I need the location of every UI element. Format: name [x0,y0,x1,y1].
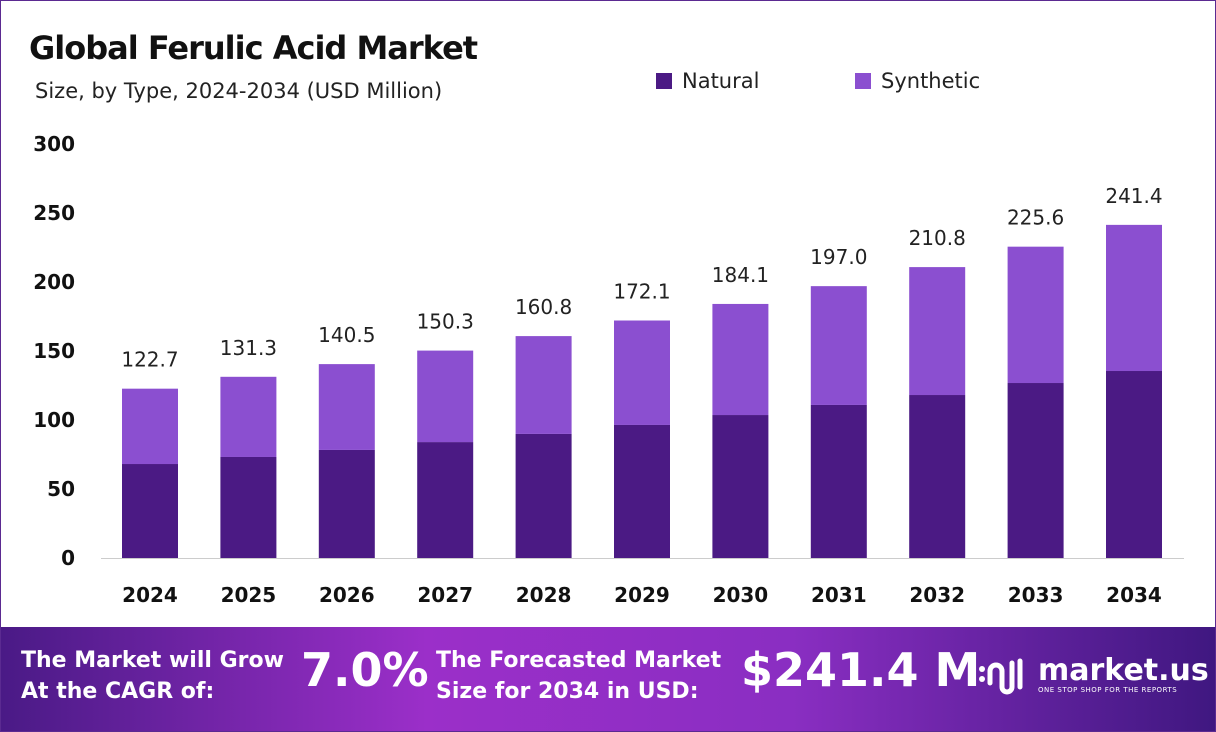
logo-text: market.us [1038,653,1209,688]
bar-synthetic-2031 [810,286,867,405]
y-tick-label: 300 [33,132,75,156]
legend-natural: Natural [656,69,759,93]
cagr-value: 7.0% [301,643,429,697]
data-label-total: 140.5 [318,323,375,347]
bar-synthetic-2034 [1106,224,1162,372]
bar-synthetic-2027 [417,350,474,443]
legend-label-synthetic: Synthetic [881,69,981,93]
data-label-total: 122.7 [121,348,178,372]
bar-synthetic-2029 [614,320,670,425]
y-tick-label: 150 [33,339,75,363]
bar-synthetic-2025 [220,376,277,457]
market-us-logo: market.us ONE STOP SHOP FOR THE REPORTS [976,653,1209,697]
data-label-total: 184.1 [712,263,769,287]
bar-natural-2028 [515,433,572,558]
bar-synthetic-2026 [318,364,375,450]
bar-natural-2029 [614,424,670,558]
forecast-value: $241.4 M [741,643,981,697]
bar-natural-2032 [909,395,966,558]
bar-synthetic-2032 [909,267,966,396]
cagr-label: The Market will Grow At the CAGR of: [21,645,284,707]
data-label-total: 150.3 [417,310,474,334]
bar-natural-2033 [1007,383,1064,558]
logo-icon [979,658,1023,695]
x-tick-label: 2032 [909,583,965,607]
x-tick-label: 2030 [713,583,769,607]
x-tick-label: 2027 [417,583,473,607]
legend-swatch-natural [656,73,672,89]
x-tick-label: 2024 [122,583,178,607]
y-tick-label: 200 [33,270,75,294]
bar-synthetic-2024 [122,388,178,465]
legend-label-natural: Natural [682,69,760,93]
bar-natural-2031 [810,404,867,558]
logo-tagline: ONE STOP SHOP FOR THE REPORTS [1038,686,1178,694]
bar-natural-2034 [1106,371,1162,558]
x-tick-label: 2028 [516,583,572,607]
x-tick-label: 2033 [1008,583,1064,607]
forecast-label: The Forecasted Market Size for 2034 in U… [436,645,721,707]
bar-synthetic-2030 [712,303,769,416]
y-tick-label: 250 [33,201,75,225]
bar-natural-2024 [122,464,178,558]
y-tick-label: 50 [47,477,75,501]
forecast-label-line2: Size for 2034 in USD: [436,679,699,704]
forecast-label-line1: The Forecasted Market [436,648,722,673]
data-label-total: 241.4 [1105,184,1162,208]
footer-banner: The Market will Grow At the CAGR of: 7.0… [1,627,1215,731]
cagr-label-line1: The Market will Grow [21,648,284,673]
bar-synthetic-2033 [1007,246,1064,384]
legend-synthetic: Synthetic [855,69,980,93]
bar-natural-2027 [417,442,474,558]
data-label-total: 160.8 [515,295,572,319]
x-tick-label: 2031 [811,583,867,607]
bar-natural-2025 [220,456,277,558]
data-label-total: 172.1 [613,280,670,304]
data-label-total: 131.3 [220,336,277,360]
chart-subtitle: Size, by Type, 2024-2034 (USD Million) [35,79,443,103]
data-label-total: 197.0 [810,245,867,269]
data-label-total: 225.6 [1007,206,1064,230]
bar-natural-2026 [318,449,375,558]
x-tick-label: 2034 [1106,583,1162,607]
y-tick-label: 0 [61,546,75,570]
bar-synthetic-2028 [515,336,572,434]
cagr-label-line2: At the CAGR of: [21,679,215,704]
bar-chart: 0 50 100 150 200 250 300 122.7 2024 131.3 2025 140.… [33,132,1184,607]
legend-swatch-synthetic [855,73,871,89]
bar-natural-2030 [712,415,769,558]
x-tick-label: 2026 [319,583,375,607]
chart-title: Global Ferulic Acid Market [29,29,478,67]
x-tick-label: 2029 [614,583,670,607]
y-tick-label: 100 [33,408,75,432]
data-label-total: 210.8 [909,226,966,250]
x-tick-label: 2025 [221,583,277,607]
